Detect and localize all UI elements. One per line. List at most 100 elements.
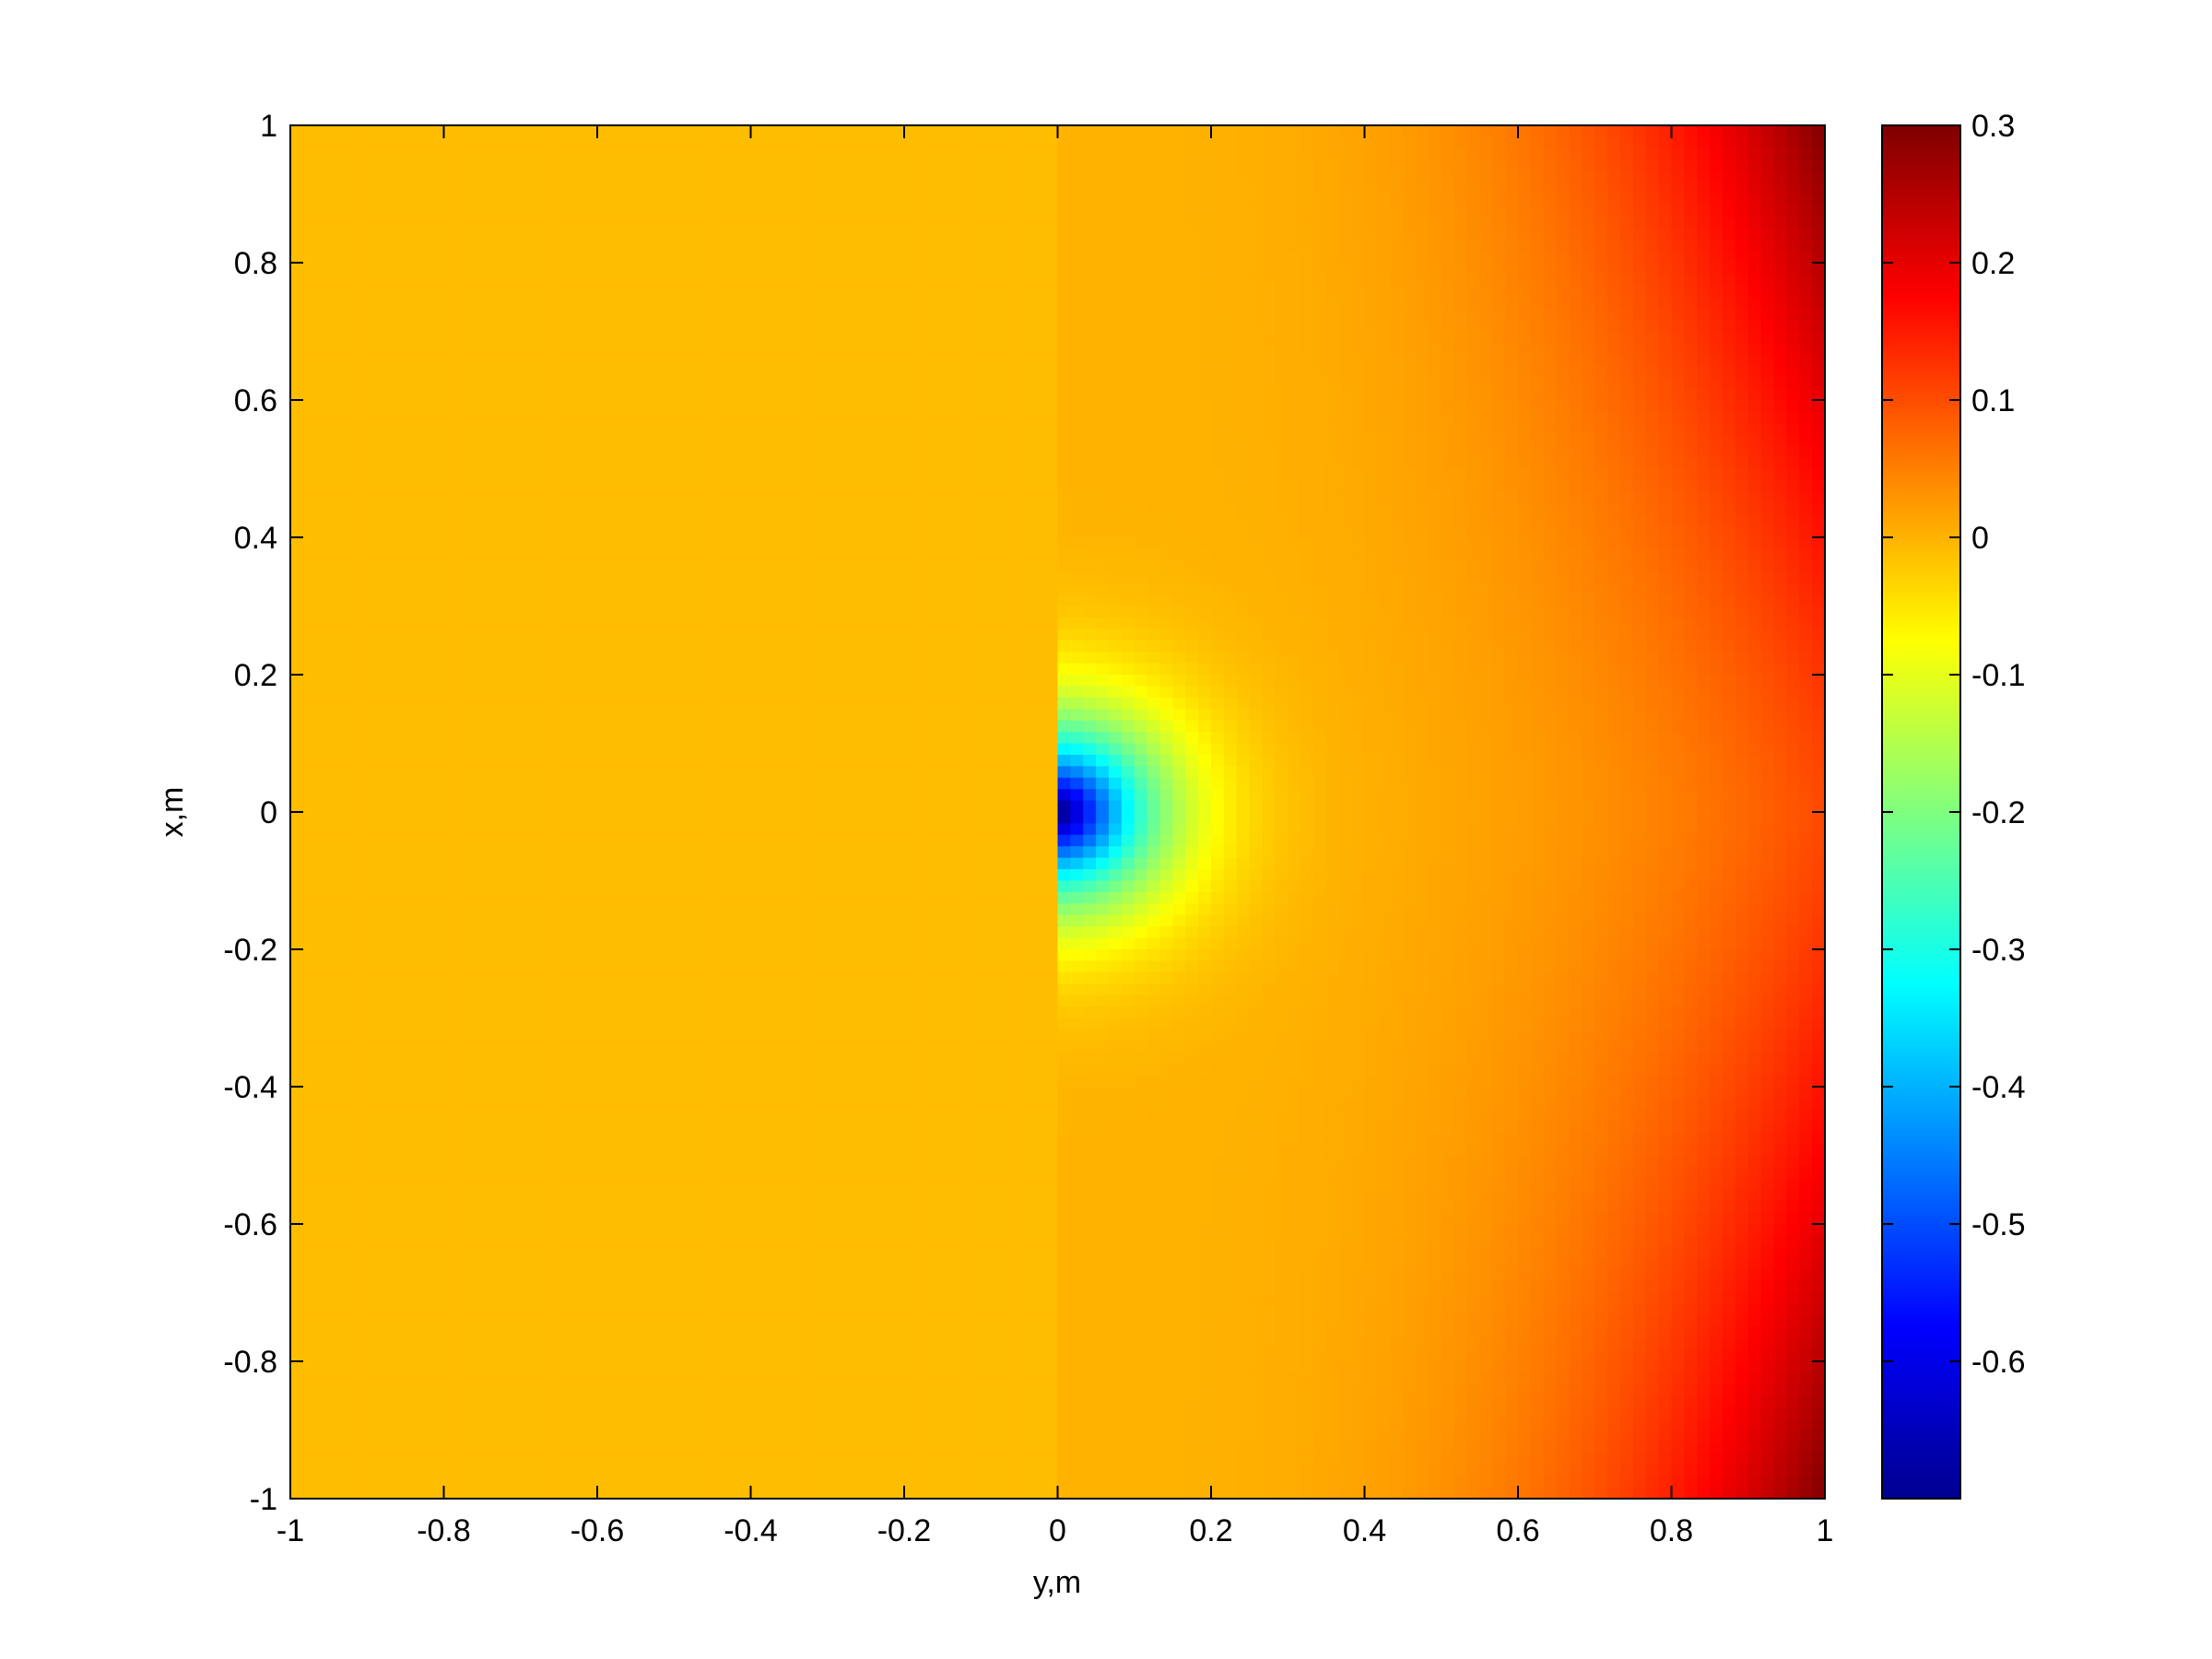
- heatmap-cell: [341, 217, 355, 229]
- heatmap-cell: [737, 525, 752, 538]
- heatmap-cell: [328, 983, 343, 996]
- heatmap-cell: [290, 1361, 304, 1374]
- heatmap-cell: [802, 732, 816, 745]
- heatmap-cell: [712, 1109, 726, 1122]
- heatmap-cell: [443, 960, 457, 973]
- heatmap-cell: [674, 240, 688, 253]
- heatmap-cell: [687, 1201, 700, 1214]
- heatmap-cell: [712, 846, 726, 859]
- heatmap-cell: [750, 1144, 764, 1157]
- heatmap-cell: [302, 652, 317, 665]
- heatmap-cell: [661, 640, 675, 653]
- heatmap-cell: [315, 1132, 330, 1145]
- heatmap-cell: [763, 479, 777, 492]
- heatmap-cell: [584, 240, 598, 253]
- heatmap-cell: [482, 388, 496, 401]
- heatmap-cell: [520, 217, 535, 229]
- heatmap-cell: [380, 491, 394, 504]
- heatmap-cell: [648, 1464, 662, 1477]
- heatmap-cell: [380, 251, 394, 264]
- heatmap-cell: [622, 1041, 637, 1053]
- heatmap-cell: [354, 663, 368, 676]
- heatmap-cell: [700, 1189, 713, 1202]
- heatmap-cell: [380, 1395, 394, 1408]
- heatmap-cell: [354, 675, 368, 688]
- heatmap-cell: [597, 1132, 611, 1145]
- heatmap-cell: [814, 342, 829, 355]
- heatmap-cell: [430, 1269, 445, 1282]
- heatmap-cell: [482, 182, 496, 195]
- heatmap-cell: [380, 960, 394, 973]
- heatmap-cell: [328, 354, 343, 367]
- heatmap-cell: [456, 606, 470, 618]
- heatmap-cell: [814, 743, 829, 756]
- heatmap-cell: [559, 960, 572, 973]
- heatmap-cell: [456, 1041, 470, 1053]
- heatmap-cell: [559, 1464, 572, 1477]
- heatmap-cell: [571, 812, 585, 825]
- heatmap-cell: [393, 949, 406, 962]
- heatmap-cell: [302, 411, 317, 424]
- heatmap-cell: [354, 400, 368, 413]
- heatmap-cell: [687, 1098, 700, 1111]
- heatmap-cell: [712, 400, 726, 413]
- heatmap-cell: [712, 1441, 726, 1453]
- heatmap-cell: [763, 217, 777, 229]
- heatmap-cell: [507, 1041, 522, 1053]
- heatmap-cell: [802, 1464, 816, 1477]
- heatmap-cell: [290, 1132, 304, 1145]
- heatmap-cell: [661, 629, 675, 641]
- heatmap-cell: [700, 800, 713, 813]
- heatmap-cell: [367, 514, 381, 527]
- heatmap-cell: [712, 445, 726, 458]
- heatmap-cell: [802, 1303, 816, 1316]
- heatmap-cell: [380, 445, 394, 458]
- heatmap-cell: [700, 434, 713, 447]
- heatmap-cell: [674, 559, 688, 572]
- heatmap-cell: [776, 147, 790, 160]
- heatmap-cell: [559, 388, 572, 401]
- heatmap-cell: [661, 365, 675, 378]
- heatmap-cell: [814, 846, 829, 859]
- heatmap-cell: [648, 777, 662, 790]
- heatmap-cell: [393, 914, 406, 927]
- heatmap-cell: [302, 342, 317, 355]
- heatmap-cell: [700, 1178, 713, 1191]
- heatmap-cell: [737, 1144, 752, 1157]
- heatmap-cell: [405, 1144, 419, 1157]
- heatmap-cell: [737, 1052, 752, 1065]
- heatmap-cell: [469, 297, 483, 310]
- heatmap-cell: [290, 629, 304, 641]
- heatmap-cell: [469, 823, 483, 836]
- heatmap-cell: [380, 354, 394, 367]
- heatmap-cell: [315, 1418, 330, 1431]
- heatmap-cell: [341, 377, 355, 390]
- heatmap-cell: [763, 537, 777, 550]
- heatmap-cell: [622, 1303, 637, 1316]
- heatmap-cell: [469, 1029, 483, 1041]
- heatmap-cell: [520, 983, 535, 996]
- heatmap-cell: [533, 914, 547, 927]
- heatmap-cell: [546, 1361, 559, 1374]
- heatmap-cell: [584, 777, 598, 790]
- heatmap-cell: [533, 548, 547, 561]
- heatmap-cell: [559, 709, 572, 722]
- heatmap-cell: [380, 514, 394, 527]
- heatmap-cell: [737, 1476, 752, 1488]
- heatmap-cell: [802, 1246, 816, 1259]
- heatmap-cell: [635, 789, 650, 802]
- heatmap-cell: [290, 263, 304, 276]
- heatmap-cell: [712, 434, 726, 447]
- heatmap-cell: [763, 1029, 777, 1041]
- heatmap-cell: [724, 652, 739, 665]
- heatmap-cell: [443, 445, 457, 458]
- heatmap-cell: [674, 1281, 688, 1294]
- heatmap-cell: [622, 663, 637, 676]
- heatmap-cell: [776, 308, 790, 321]
- heatmap-cell: [546, 1212, 559, 1225]
- heatmap-cell: [533, 834, 547, 847]
- heatmap-cell: [418, 1018, 432, 1030]
- heatmap-cell: [482, 891, 496, 904]
- heatmap-cell: [302, 640, 317, 653]
- heatmap-cell: [341, 571, 355, 584]
